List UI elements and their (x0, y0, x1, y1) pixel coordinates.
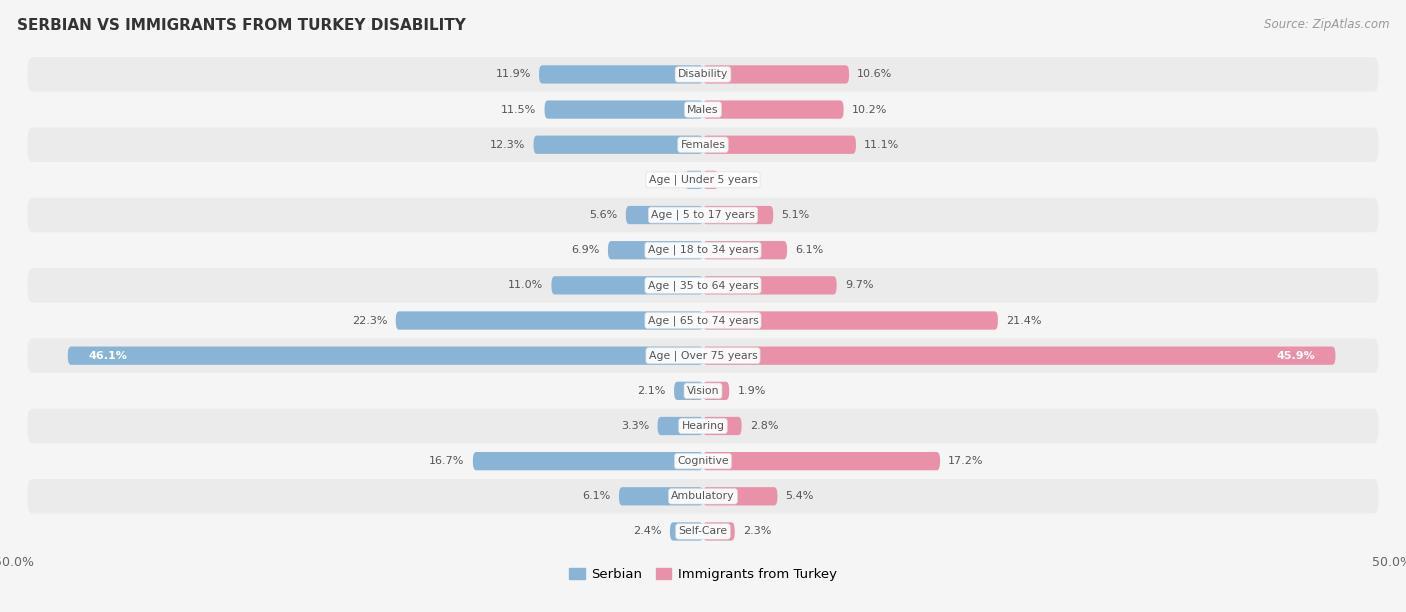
FancyBboxPatch shape (703, 382, 730, 400)
Text: Age | 5 to 17 years: Age | 5 to 17 years (651, 210, 755, 220)
Text: Disability: Disability (678, 69, 728, 80)
Text: 1.9%: 1.9% (738, 386, 766, 396)
FancyBboxPatch shape (703, 65, 849, 84)
Text: 2.4%: 2.4% (633, 526, 662, 537)
FancyBboxPatch shape (28, 268, 1378, 302)
FancyBboxPatch shape (703, 136, 856, 154)
FancyBboxPatch shape (703, 346, 1336, 365)
Text: Age | 18 to 34 years: Age | 18 to 34 years (648, 245, 758, 255)
Text: Age | Under 5 years: Age | Under 5 years (648, 174, 758, 185)
FancyBboxPatch shape (28, 57, 1378, 92)
FancyBboxPatch shape (619, 487, 703, 506)
Text: SERBIAN VS IMMIGRANTS FROM TURKEY DISABILITY: SERBIAN VS IMMIGRANTS FROM TURKEY DISABI… (17, 18, 465, 34)
FancyBboxPatch shape (703, 100, 844, 119)
FancyBboxPatch shape (472, 452, 703, 470)
Text: Males: Males (688, 105, 718, 114)
Text: 6.1%: 6.1% (582, 491, 610, 501)
Text: 46.1%: 46.1% (89, 351, 128, 360)
Text: Ambulatory: Ambulatory (671, 491, 735, 501)
FancyBboxPatch shape (607, 241, 703, 259)
FancyBboxPatch shape (28, 514, 1378, 549)
Text: Age | Over 75 years: Age | Over 75 years (648, 351, 758, 361)
FancyBboxPatch shape (658, 417, 703, 435)
FancyBboxPatch shape (551, 276, 703, 294)
FancyBboxPatch shape (669, 522, 703, 540)
FancyBboxPatch shape (703, 452, 941, 470)
Text: 11.0%: 11.0% (508, 280, 543, 290)
Text: 11.5%: 11.5% (501, 105, 536, 114)
Text: Cognitive: Cognitive (678, 456, 728, 466)
FancyBboxPatch shape (703, 276, 837, 294)
FancyBboxPatch shape (703, 312, 998, 330)
FancyBboxPatch shape (685, 171, 703, 189)
Text: 10.6%: 10.6% (858, 69, 893, 80)
Text: Age | 35 to 64 years: Age | 35 to 64 years (648, 280, 758, 291)
FancyBboxPatch shape (703, 241, 787, 259)
Text: 1.1%: 1.1% (727, 175, 755, 185)
FancyBboxPatch shape (28, 233, 1378, 267)
Text: Age | 65 to 74 years: Age | 65 to 74 years (648, 315, 758, 326)
FancyBboxPatch shape (28, 373, 1378, 408)
FancyBboxPatch shape (28, 163, 1378, 197)
FancyBboxPatch shape (28, 92, 1378, 127)
FancyBboxPatch shape (703, 522, 735, 540)
Text: 5.6%: 5.6% (589, 210, 617, 220)
Text: Self-Care: Self-Care (679, 526, 727, 537)
FancyBboxPatch shape (28, 127, 1378, 162)
FancyBboxPatch shape (544, 100, 703, 119)
FancyBboxPatch shape (703, 206, 773, 224)
FancyBboxPatch shape (626, 206, 703, 224)
FancyBboxPatch shape (28, 198, 1378, 233)
Text: 9.7%: 9.7% (845, 280, 873, 290)
Text: 22.3%: 22.3% (352, 316, 388, 326)
Legend: Serbian, Immigrants from Turkey: Serbian, Immigrants from Turkey (564, 563, 842, 586)
Text: 11.1%: 11.1% (865, 140, 900, 150)
FancyBboxPatch shape (533, 136, 703, 154)
FancyBboxPatch shape (28, 444, 1378, 479)
FancyBboxPatch shape (67, 346, 703, 365)
Text: Hearing: Hearing (682, 421, 724, 431)
FancyBboxPatch shape (703, 417, 741, 435)
Text: 3.3%: 3.3% (621, 421, 650, 431)
FancyBboxPatch shape (28, 409, 1378, 443)
Text: 21.4%: 21.4% (1007, 316, 1042, 326)
Text: 2.1%: 2.1% (637, 386, 666, 396)
Text: Females: Females (681, 140, 725, 150)
Text: 11.9%: 11.9% (495, 69, 531, 80)
Text: 6.1%: 6.1% (796, 245, 824, 255)
FancyBboxPatch shape (28, 338, 1378, 373)
Text: 1.3%: 1.3% (648, 175, 676, 185)
Text: 6.9%: 6.9% (571, 245, 599, 255)
Text: 12.3%: 12.3% (489, 140, 526, 150)
FancyBboxPatch shape (28, 304, 1378, 338)
FancyBboxPatch shape (703, 171, 718, 189)
Text: 2.8%: 2.8% (749, 421, 779, 431)
Text: 16.7%: 16.7% (429, 456, 464, 466)
Text: 5.4%: 5.4% (786, 491, 814, 501)
FancyBboxPatch shape (673, 382, 703, 400)
Text: 17.2%: 17.2% (948, 456, 984, 466)
FancyBboxPatch shape (28, 479, 1378, 513)
FancyBboxPatch shape (703, 487, 778, 506)
Text: 45.9%: 45.9% (1277, 351, 1315, 360)
Text: Source: ZipAtlas.com: Source: ZipAtlas.com (1264, 18, 1389, 31)
FancyBboxPatch shape (538, 65, 703, 84)
Text: 5.1%: 5.1% (782, 210, 810, 220)
Text: 2.3%: 2.3% (742, 526, 772, 537)
Text: Vision: Vision (686, 386, 720, 396)
Text: 10.2%: 10.2% (852, 105, 887, 114)
FancyBboxPatch shape (395, 312, 703, 330)
